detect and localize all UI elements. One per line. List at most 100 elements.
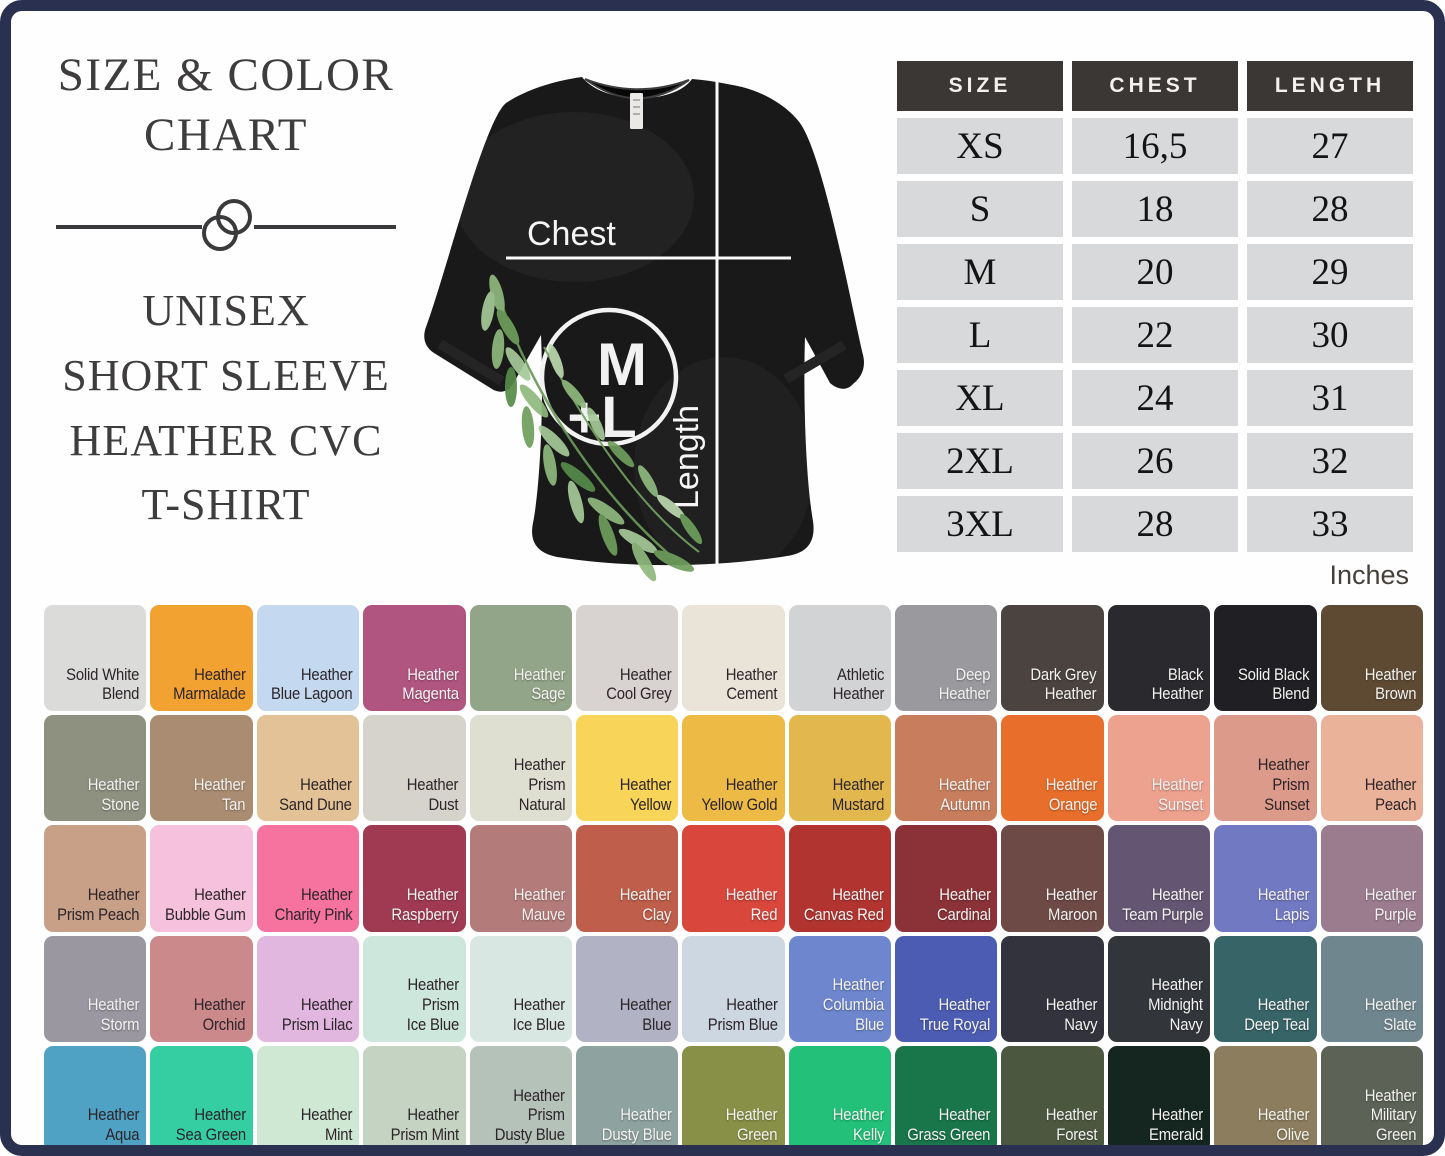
color-swatch-label: Heather Purple	[1364, 886, 1416, 924]
size-table-cell: 22	[1072, 307, 1238, 363]
color-swatch: Heather Prism Mint	[363, 1045, 466, 1145]
subtitle-line2: SHORT SLEEVE	[62, 350, 390, 400]
color-swatch: Heather Prism Peach	[44, 825, 147, 932]
color-swatch-label: Heather Yellow Gold	[701, 775, 778, 814]
color-swatch-label: Heather Bubble Gum	[165, 886, 246, 924]
color-swatch: Athletic Heather	[788, 605, 892, 712]
color-swatch-label: Dark Grey Heather	[1030, 665, 1097, 704]
color-swatch: Heather Prism Blue	[682, 935, 785, 1042]
color-swatch: Heather Green	[682, 1045, 785, 1145]
color-swatch-label: Heather Blue	[619, 996, 672, 1034]
color-swatch: Deep Heather	[895, 605, 998, 712]
color-swatch-label: Heather Aqua	[87, 1106, 140, 1145]
color-swatch-label: Heather Sea Green	[175, 1106, 246, 1145]
color-swatch: Heather Prism Natural	[469, 715, 572, 822]
size-table-header: SIZE	[897, 61, 1063, 111]
color-swatch-label: Heather Military Green	[1364, 1086, 1416, 1145]
size-table-cell: 28	[1072, 496, 1238, 552]
color-swatch: Heather Midnight Navy	[1107, 935, 1211, 1042]
color-swatch: Heather Olive	[1214, 1045, 1317, 1145]
color-swatch-label: Heather Brown	[1364, 665, 1416, 704]
size-table-cell: 26	[1072, 433, 1238, 489]
color-swatch-label: Heather Prism Dusty Blue	[494, 1086, 565, 1145]
color-swatch-label: Heather Sage	[513, 665, 565, 704]
color-swatch-label: Heather Prism Blue	[707, 996, 778, 1034]
color-swatch-label: Heather Dust	[406, 775, 459, 814]
color-swatch: Heather Prism Sunset	[1214, 715, 1317, 822]
color-swatch-label: Heather Olive	[1258, 1106, 1310, 1145]
color-swatch-label: Heather Cardinal	[936, 886, 991, 924]
tshirt-illustration: Chest Length M +L	[394, 47, 889, 595]
color-swatch: Heather Aqua	[44, 1045, 147, 1145]
size-table-cell: 24	[1072, 370, 1238, 426]
color-swatch-label: Solid White Blend	[66, 665, 140, 704]
page-title: SIZE & COLOR CHART	[37, 45, 415, 165]
size-table-header: CHEST	[1072, 61, 1238, 111]
product-subtitle: UNISEX SHORT SLEEVE HEATHER CVC T-SHIRT	[37, 279, 415, 538]
color-swatch-label: Heather Orange	[1045, 775, 1097, 814]
color-swatch-label: Heather Stone	[87, 775, 140, 814]
size-table-cell: 27	[1247, 118, 1413, 174]
title-block: SIZE & COLOR CHART UNISEX SHORT SLEEVE H…	[37, 45, 415, 538]
color-swatch: Heather Mint	[256, 1045, 360, 1145]
color-swatch: Heather Cardinal	[895, 825, 998, 932]
color-swatch: Heather Prism Ice Blue	[363, 935, 466, 1042]
color-swatch: Heather Mauve	[469, 825, 572, 932]
color-swatch: Heather Brown	[1320, 605, 1423, 712]
color-swatch: Heather Columbia Blue	[788, 935, 892, 1042]
color-swatch: Heather Military Green	[1320, 1045, 1423, 1145]
color-swatch-label: Heather Maroon	[1045, 886, 1097, 924]
size-table-cell: 20	[1072, 244, 1238, 300]
color-swatch-label: Heather Prism Mint	[390, 1106, 459, 1145]
color-swatch: Heather Grass Green	[895, 1045, 998, 1145]
divider-ornament	[56, 199, 396, 252]
color-swatch: Heather Purple	[1320, 825, 1423, 932]
size-table-header: LENGTH	[1247, 61, 1413, 111]
neck-tag	[630, 93, 643, 129]
units-label: Inches	[1329, 560, 1409, 590]
color-swatch: Heather Cool Grey	[575, 605, 679, 712]
size-table: SIZE CHEST LENGTH XS 16,5 27 S 18 28 M 20 29 L 22 30 XL…	[897, 61, 1413, 552]
size-table-cell: XS	[897, 118, 1063, 174]
color-swatch-label: Heather True Royal	[920, 996, 991, 1034]
color-swatch: Heather Lapis	[1214, 825, 1317, 932]
color-swatch-label: Heather Cool Grey	[606, 665, 672, 704]
color-swatch: Heather Magenta	[363, 605, 466, 712]
color-swatch: Heather Blue	[575, 935, 679, 1042]
color-swatch-label: Heather Clay	[619, 886, 672, 924]
chest-label: Chest	[527, 215, 616, 253]
color-swatch-label: Heather Prism Ice Blue	[406, 976, 459, 1034]
color-swatch-label: Heather Autumn	[938, 775, 991, 814]
color-swatch-label: Heather Red	[726, 886, 778, 924]
size-table-cell: 28	[1247, 181, 1413, 237]
color-swatch: Heather Orange	[1001, 715, 1104, 822]
color-swatch: Heather Navy	[1001, 935, 1104, 1042]
color-swatch-label: Heather Tan	[194, 775, 246, 814]
size-table-cell: L	[897, 307, 1063, 363]
color-swatch-label: Heather Prism Peach	[57, 886, 140, 924]
color-swatch: Heather Marmalade	[150, 605, 253, 712]
color-swatch-label: Heather Prism Lilac	[281, 996, 353, 1034]
color-swatch: Black Heather	[1107, 605, 1211, 712]
size-table-cell: 31	[1247, 370, 1413, 426]
size-table-cell: 18	[1072, 181, 1238, 237]
color-swatch: Heather Sage	[469, 605, 572, 712]
color-swatch: Heather Team Purple	[1107, 825, 1211, 932]
color-swatch-label: Heather Peach	[1364, 775, 1416, 814]
subtitle-line1: UNISEX	[142, 286, 310, 336]
size-table-cell: 30	[1247, 307, 1413, 363]
color-swatch-label: Athletic Heather	[832, 665, 885, 704]
subtitle-line4: T-SHIRT	[141, 480, 311, 530]
size-table-cell: 32	[1247, 433, 1413, 489]
color-swatch-label: Heather Dusty Blue	[601, 1106, 672, 1145]
color-swatch-label: Heather Marmalade	[173, 665, 246, 704]
color-swatch: Heather Sunset	[1107, 715, 1211, 822]
color-swatch-label: Heather Emerald	[1149, 1106, 1204, 1145]
color-swatch: Heather Red	[682, 825, 785, 932]
color-swatch-label: Heather Columbia Blue	[822, 976, 885, 1034]
color-swatch-label: Heather Midnight Navy	[1148, 976, 1204, 1034]
color-swatch-label: Heather Team Purple	[1121, 886, 1204, 924]
color-swatch-label: Heather Orchid	[194, 996, 246, 1034]
color-swatch: Heather Dusty Blue	[575, 1045, 679, 1145]
